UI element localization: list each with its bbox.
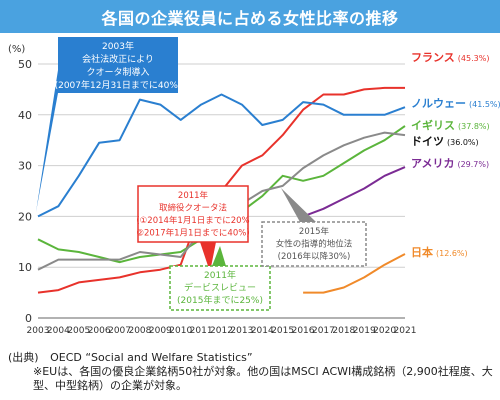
callout-box — [169, 265, 271, 311]
callout-text: デービスレビュー — [184, 282, 256, 294]
x-tick-label: 2004 — [47, 326, 70, 336]
series-name: イギリス — [411, 118, 455, 132]
x-tick-label: 2014 — [251, 326, 274, 336]
y-tick-label: 50 — [18, 58, 32, 71]
x-tick-label: 2006 — [88, 326, 111, 336]
series-label: イギリス (37.8%) — [411, 118, 490, 132]
x-tick-label: 2009 — [149, 326, 172, 336]
series-label: フランス (45.3%) — [411, 51, 489, 64]
x-tick-label: 2013 — [230, 326, 253, 336]
series-line — [302, 166, 406, 218]
callout-pointer — [281, 188, 316, 222]
callout-text: (2015年までに25%) — [177, 294, 263, 306]
series-name: ノルウェー — [411, 97, 466, 110]
series-label: 日本 (12.6%) — [411, 245, 468, 259]
series-name: フランス — [411, 51, 455, 64]
y-tick-label: 20 — [18, 210, 32, 223]
callout-text: (2016年以降30%) — [278, 251, 351, 262]
series-label: ノルウェー (41.5%) — [411, 97, 500, 110]
x-tick-label: 2007 — [108, 326, 131, 336]
x-tick-label: 2021 — [394, 326, 417, 336]
callout-pointer — [200, 242, 216, 272]
source-text: OECD “Social and Welfare Statistics” — [50, 351, 253, 364]
x-tick-label: 2019 — [353, 326, 376, 336]
series-value: (12.6%) — [436, 249, 468, 258]
x-tick-label: 2011 — [190, 326, 213, 336]
x-tick-label: 2015 — [271, 326, 294, 336]
callout-text: (2007年12月31日までに40%) — [55, 79, 182, 91]
series-line — [303, 253, 406, 294]
y-tick-label: 0 — [25, 312, 32, 325]
chart-title-bar: 各国の企業役員に占める女性比率の推移 — [0, 0, 500, 33]
callout-text: 取締役クオータ法 — [159, 203, 227, 214]
x-tick-label: 2020 — [373, 326, 396, 336]
series-value: (37.8%) — [458, 122, 490, 131]
callout-text: (①2014年1月1日までに20% — [136, 215, 249, 226]
callout-text: 2011年 — [178, 190, 209, 201]
callout-text: 2015年 — [299, 226, 330, 237]
callout-text: ②2017年1月1日までに40%) — [136, 228, 249, 239]
callout-text: 2011年 — [204, 269, 236, 281]
x-tick-label: 2010 — [169, 326, 192, 336]
x-tick-label: 2008 — [128, 326, 151, 336]
callout-box — [58, 37, 178, 93]
source-label: (出典) — [8, 351, 39, 364]
callout-box — [261, 221, 367, 267]
source-line: (出典) OECD “Social and Welfare Statistics… — [8, 351, 253, 365]
y-axis-unit-label: (%) — [8, 44, 25, 55]
series-value: (29.7%) — [457, 160, 489, 169]
x-tick-label: 2018 — [332, 326, 355, 336]
callout-text: 2003年 — [102, 40, 134, 52]
y-tick-label: 40 — [18, 109, 32, 122]
series-label: ドイツ (36.0%) — [411, 135, 479, 148]
x-tick-label: 2005 — [67, 326, 90, 336]
x-tick-label: 2017 — [312, 326, 335, 336]
series-name: アメリカ — [411, 157, 454, 170]
line-chart: 01020304050(%)20032004200520062007200820… — [8, 37, 500, 336]
callout-box — [137, 185, 249, 243]
callout-pointer — [212, 246, 226, 266]
chart-title: 各国の企業役員に占める女性比率の推移 — [101, 8, 399, 28]
series-value: (45.3%) — [458, 54, 490, 63]
y-tick-label: 10 — [18, 261, 32, 274]
series-value: (41.5%) — [469, 100, 500, 109]
callout-pointer — [36, 70, 58, 212]
series-value: (36.0%) — [447, 138, 479, 147]
x-tick-label: 2016 — [292, 326, 315, 336]
series-name: 日本 — [411, 245, 433, 259]
callout-text: 女性の指導的地位法 — [276, 239, 353, 250]
x-tick-label: 2003 — [27, 326, 50, 336]
source-note: ※EUは、各国の優良企業銘柄50社が対象。他の国はMSCI ACWI構成銘柄（2… — [33, 365, 493, 392]
callout-text: クオータ制導入 — [86, 66, 149, 78]
x-tick-label: 2012 — [210, 326, 233, 336]
series-label: アメリカ (29.7%) — [411, 157, 489, 170]
y-tick-label: 30 — [18, 160, 32, 173]
callout-text: 会社法改正により — [82, 53, 154, 65]
series-name: ドイツ — [411, 135, 444, 148]
series-line — [37, 93, 406, 218]
